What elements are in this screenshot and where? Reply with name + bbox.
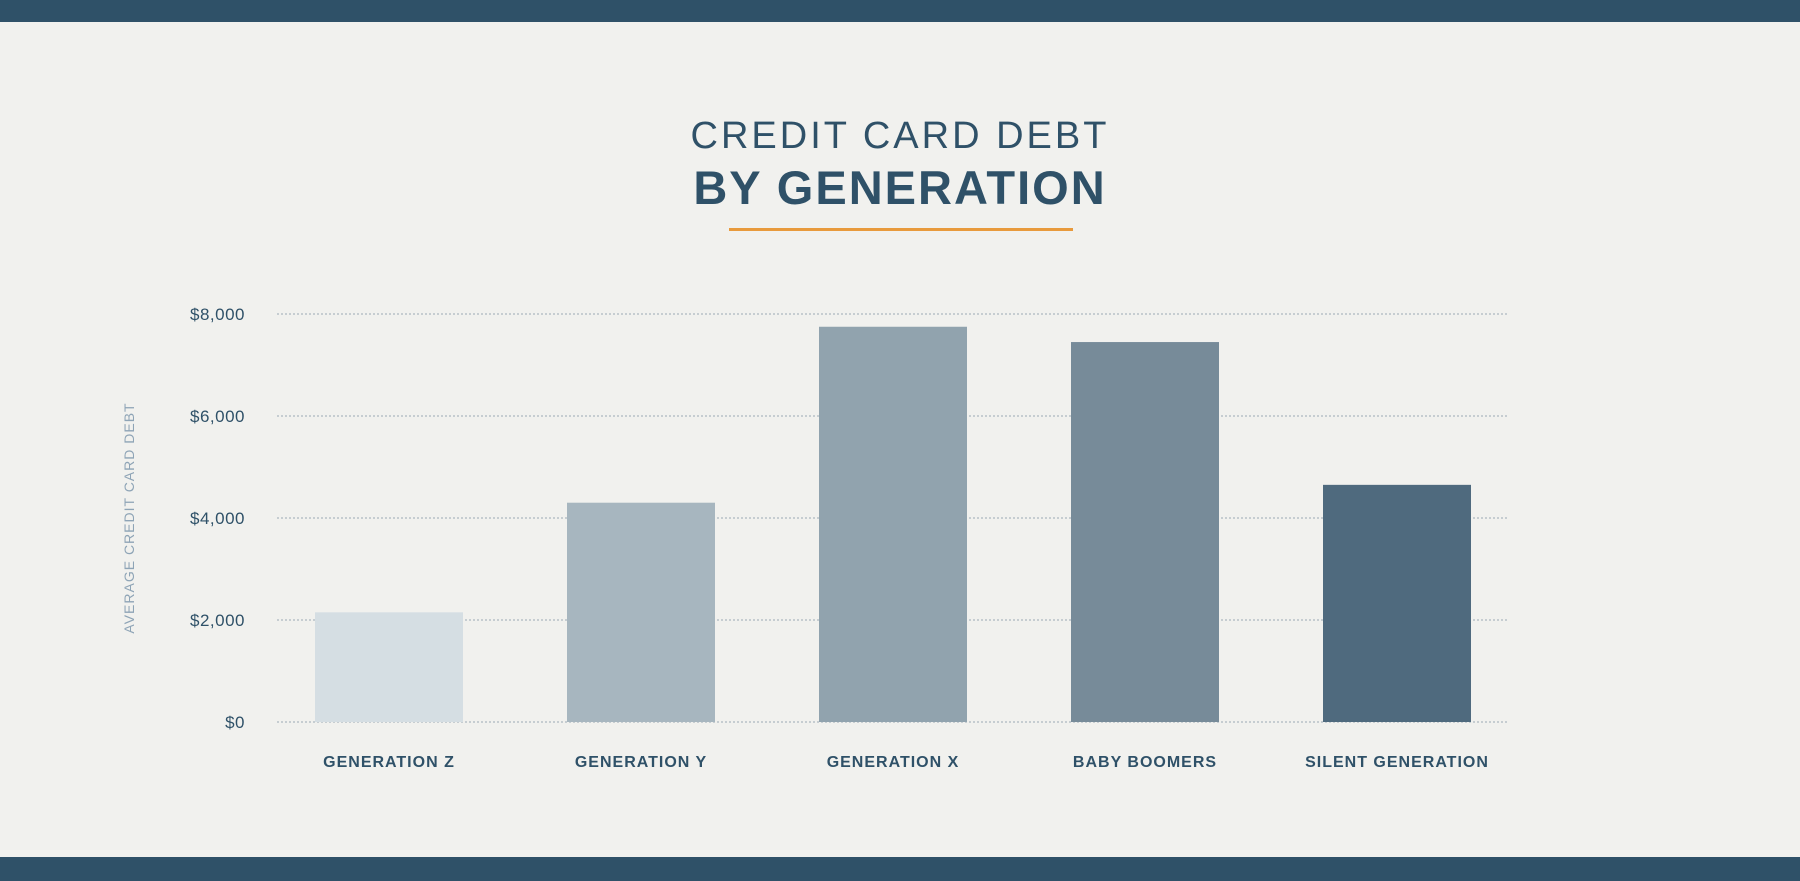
- bars: [315, 326, 1471, 722]
- x-tick-label: SILENT GENERATION: [1305, 754, 1489, 771]
- bar: [315, 612, 463, 722]
- chart-title: CREDIT CARD DEBT BY GENERATION: [0, 112, 1800, 216]
- bar: [819, 326, 967, 722]
- y-tick-label: $6,000: [190, 407, 245, 426]
- y-tick-label: $2,000: [190, 611, 245, 630]
- grid-lines: [277, 313, 1508, 723]
- x-tick-label: GENERATION Y: [575, 754, 707, 771]
- bar: [1323, 484, 1471, 722]
- bar: [567, 502, 715, 722]
- x-axis-ticks: GENERATION Z GENERATION Y GENERATION X BABY…: [323, 754, 1489, 771]
- y-tick-label: $4,000: [190, 509, 245, 528]
- top-band: [0, 0, 1800, 22]
- title-line-1: CREDIT CARD DEBT: [690, 115, 1110, 157]
- y-tick-label: $0: [225, 713, 245, 732]
- x-tick-label: GENERATION X: [827, 754, 960, 771]
- bottom-band: [0, 857, 1800, 881]
- y-axis-label: AVERAGE CREDIT CARD DEBT: [121, 402, 137, 633]
- bar: [1071, 342, 1219, 722]
- title-underline: [729, 228, 1073, 231]
- x-tick-label: BABY BOOMERS: [1073, 754, 1217, 771]
- title-line-2: BY GENERATION: [693, 161, 1107, 214]
- x-tick-label: GENERATION Z: [323, 754, 455, 771]
- y-tick-label: $8,000: [190, 305, 245, 324]
- y-axis-ticks: $0 $2,000 $4,000 $6,000 $8,000: [190, 305, 245, 732]
